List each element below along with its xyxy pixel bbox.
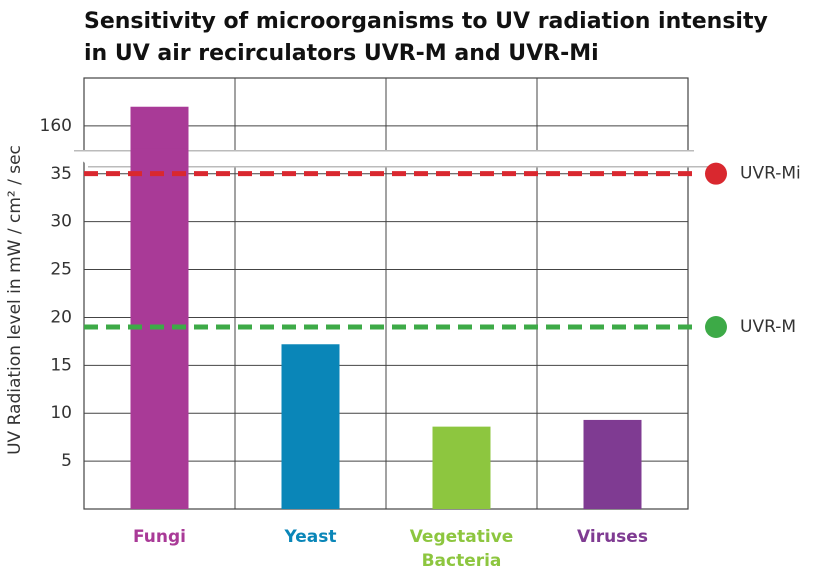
chart-title: Sensitivity of microorganisms to UV radi… xyxy=(84,9,768,66)
x-tick-label: Yeast xyxy=(284,527,337,547)
x-tick-label: Vegetative Bacteria xyxy=(409,527,514,571)
threshold-marker xyxy=(705,162,727,185)
y-tick-label: 35 xyxy=(50,164,72,184)
threshold-label: UVR-M xyxy=(740,317,796,337)
y-tick-label: 10 xyxy=(50,403,72,423)
bar xyxy=(583,419,642,509)
bar-over-break xyxy=(130,148,189,175)
threshold-label: UVR-Mi xyxy=(740,164,801,184)
y-tick-label: 20 xyxy=(50,307,72,327)
x-tick-label: Fungi xyxy=(133,527,186,547)
y-tick-label: 15 xyxy=(50,355,72,375)
y-tick-label: 160 xyxy=(40,116,72,136)
y-tick-label: 5 xyxy=(61,451,72,471)
axis-break xyxy=(74,150,708,167)
y-tick-label: 30 xyxy=(50,212,72,232)
y-axis-label: UV Radiation level in mW / cm² / sec xyxy=(5,145,25,455)
x-tick-label: Viruses xyxy=(577,527,648,547)
threshold-marker xyxy=(705,316,727,339)
bar xyxy=(432,426,491,509)
y-tick-label: 25 xyxy=(50,260,72,280)
bar xyxy=(281,344,340,509)
